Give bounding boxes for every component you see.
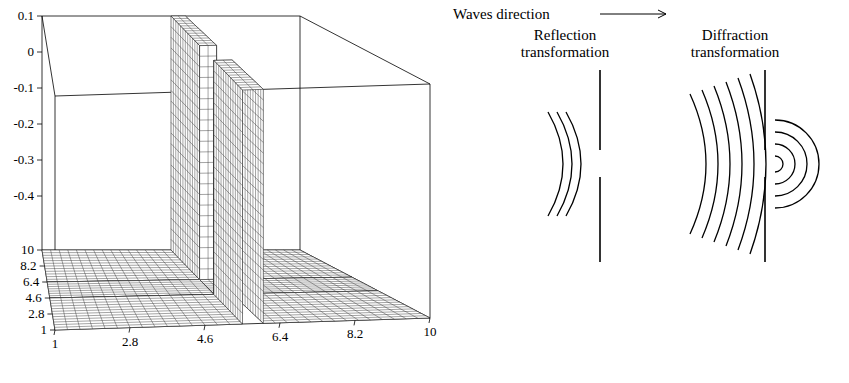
tick-label: 10 [424, 324, 437, 339]
y-tick [45, 298, 50, 299]
tick-label: 0.1 [18, 8, 34, 23]
tick-label: -0.2 [13, 116, 34, 131]
x-tick [429, 318, 430, 323]
wave [775, 120, 819, 208]
arrow [600, 14, 666, 15]
y-tick [50, 330, 55, 331]
mesh [171, 18, 200, 277]
box-edge [300, 16, 301, 250]
wave [775, 156, 783, 172]
wave [714, 86, 730, 242]
tick-label: 0 [28, 44, 35, 59]
tick-label: -0.4 [13, 188, 34, 203]
surface-patch [50, 294, 243, 330]
tick-label: 10 [21, 242, 34, 257]
mesh [216, 60, 260, 89]
tick-label: 8.2 [347, 326, 363, 341]
z-tick [37, 124, 42, 125]
y-tick [47, 314, 52, 315]
tick-label: 1 [52, 336, 59, 351]
direction-label: Waves direction [453, 6, 550, 22]
x-tick [279, 323, 280, 328]
wave [738, 78, 754, 250]
wave [557, 112, 572, 216]
mesh [42, 250, 197, 282]
arrow-head [658, 10, 666, 18]
tick-label: 2.8 [122, 334, 138, 349]
box-edge [42, 16, 55, 96]
wave [702, 90, 718, 238]
diagram: Waves directionReflectiontransformationD… [453, 6, 819, 262]
z-tick [37, 16, 42, 17]
surface-patch [214, 60, 263, 90]
mesh [214, 63, 243, 322]
wave [548, 112, 563, 216]
panel-label-line: transformation [691, 44, 780, 60]
z-tick [37, 88, 42, 89]
surface [42, 16, 430, 330]
box-edge [430, 84, 431, 318]
panel-label: Reflectiontransformation [521, 27, 610, 60]
tick-label: 6.4 [272, 329, 289, 344]
box-edge [42, 16, 43, 250]
surface-patch [214, 60, 243, 324]
x-tick [54, 330, 55, 335]
wave [775, 132, 807, 196]
box-edge [300, 16, 430, 84]
y-tick [37, 250, 42, 251]
z-tick [37, 160, 42, 161]
wave [775, 144, 795, 184]
ticks: 12.84.66.48.21012.84.66.48.2100.10-0.1-0… [13, 8, 436, 351]
x-tick [129, 328, 130, 333]
wave [690, 94, 706, 234]
panel-label-line: Diffraction [702, 27, 769, 43]
panel-label-line: transformation [521, 44, 610, 60]
barrier [599, 70, 601, 150]
tick-label: 4.6 [26, 290, 43, 305]
wave [750, 74, 766, 254]
tick-label: 4.6 [197, 331, 214, 346]
figure: 12.84.66.48.21012.84.66.48.2100.10-0.1-0… [0, 0, 849, 383]
panel-label: Diffractiontransformation [691, 27, 780, 60]
wave [726, 82, 742, 246]
z-tick [37, 196, 42, 197]
z-tick [37, 52, 42, 53]
surface-patch [171, 16, 217, 46]
x-tick [354, 320, 355, 325]
barrier [599, 177, 601, 262]
wave [566, 112, 581, 216]
panel-label-line: Reflection [534, 27, 597, 43]
y-tick [40, 266, 45, 267]
tick-label: 1 [41, 322, 48, 337]
y-tick [42, 282, 47, 283]
tick-label: -0.1 [13, 80, 34, 95]
surface-patch [171, 16, 200, 280]
mesh [50, 295, 240, 330]
x-tick [204, 325, 205, 330]
mesh [173, 16, 214, 45]
tick-label: -0.3 [13, 152, 34, 167]
tick-label: 2.8 [28, 306, 44, 321]
tick-label: 6.4 [23, 274, 40, 289]
tick-label: 8.2 [20, 258, 36, 273]
box [42, 16, 430, 330]
